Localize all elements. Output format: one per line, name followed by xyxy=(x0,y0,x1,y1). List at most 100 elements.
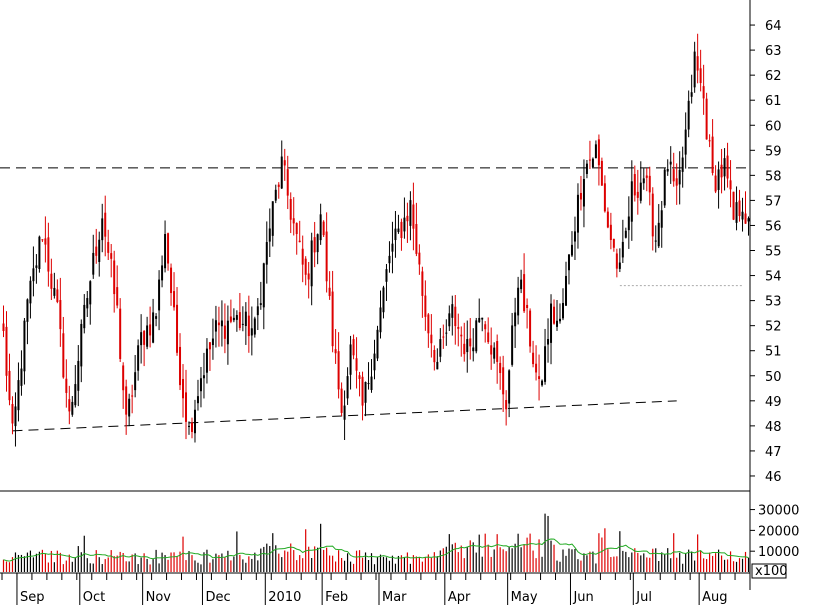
candle xyxy=(277,182,280,199)
candle-body xyxy=(361,376,364,406)
candle-body xyxy=(71,401,74,415)
candle xyxy=(600,157,603,186)
candle-body xyxy=(107,242,110,253)
candle-body xyxy=(505,400,508,410)
candle-body xyxy=(654,240,657,242)
candle-body xyxy=(286,169,289,196)
candle-body xyxy=(582,178,585,207)
candle-body xyxy=(738,200,741,217)
candle-body xyxy=(35,265,38,268)
candle xyxy=(379,290,382,339)
candle xyxy=(280,140,283,190)
candle-body xyxy=(193,409,196,434)
candle xyxy=(747,216,750,236)
candle-body xyxy=(211,338,214,346)
candle xyxy=(158,270,161,331)
candle xyxy=(657,204,660,249)
candle-body xyxy=(23,320,26,372)
candle xyxy=(418,244,421,275)
price-tick-label: 63 xyxy=(765,44,782,59)
candle xyxy=(529,308,532,353)
candle xyxy=(223,303,226,354)
candle xyxy=(170,263,173,306)
candle-body xyxy=(182,379,185,399)
candle-body xyxy=(217,322,220,326)
candle xyxy=(603,175,606,213)
candle xyxy=(38,235,41,273)
candle xyxy=(705,92,708,140)
volume-tick-label: 20000 xyxy=(758,524,799,539)
candle xyxy=(642,168,645,190)
candle-body xyxy=(77,360,80,391)
candle xyxy=(403,197,406,239)
price-tick-label: 50 xyxy=(765,370,782,385)
candle-body xyxy=(603,183,606,212)
candle-body xyxy=(636,191,639,198)
candle xyxy=(211,318,214,360)
candle xyxy=(185,369,188,440)
candle-body xyxy=(639,182,642,201)
candle xyxy=(367,362,370,390)
candle xyxy=(693,41,696,93)
candle xyxy=(487,317,490,344)
candle-body xyxy=(241,323,244,325)
candlestick-series xyxy=(2,33,750,447)
candle xyxy=(535,345,538,381)
candle xyxy=(301,235,304,283)
candle xyxy=(415,202,418,257)
candle xyxy=(92,234,95,279)
candle-body xyxy=(289,199,292,220)
candle-body xyxy=(418,252,421,265)
candle xyxy=(128,393,131,427)
candle-body xyxy=(711,136,714,173)
candle-body xyxy=(304,258,307,275)
candle-body xyxy=(152,312,155,343)
candle xyxy=(376,325,379,362)
candle xyxy=(562,288,564,321)
candle xyxy=(564,261,567,306)
candle xyxy=(98,231,101,277)
candle-body xyxy=(292,218,295,224)
candle xyxy=(250,306,253,356)
month-label: Jun xyxy=(572,590,593,605)
candle-body xyxy=(508,370,511,404)
candle xyxy=(247,295,250,353)
candle xyxy=(155,313,158,327)
candle-body xyxy=(331,291,334,347)
month-label: Nov xyxy=(146,590,172,605)
candle xyxy=(104,195,107,257)
candle-body xyxy=(526,304,529,309)
candle xyxy=(582,159,585,228)
candle-body xyxy=(220,320,223,327)
price-axis: 46 47 48 49 50 51 52 53 54 55 56 57 58 59 60 61 62 63 64 xyxy=(750,19,782,485)
candle xyxy=(576,183,579,249)
candle-body xyxy=(104,212,107,237)
candle-body xyxy=(262,263,265,308)
price-tick-label: 62 xyxy=(765,69,782,84)
candle xyxy=(2,305,5,338)
candle xyxy=(205,338,208,384)
volume-series xyxy=(2,513,750,572)
candle xyxy=(283,148,286,181)
candle-body xyxy=(140,332,143,346)
candle-body xyxy=(403,217,406,232)
candle-body xyxy=(394,228,397,241)
candle xyxy=(439,328,442,363)
candle-body xyxy=(645,175,648,178)
chart-frame xyxy=(0,0,751,590)
candle-body xyxy=(747,218,750,222)
candle-body xyxy=(481,317,484,320)
candle-body xyxy=(457,326,460,329)
candle-body xyxy=(65,378,68,393)
volume-tick-label: 10000 xyxy=(758,545,799,560)
candle xyxy=(630,160,633,241)
candle-body xyxy=(265,242,268,265)
price-tick-label: 61 xyxy=(765,94,782,109)
candle xyxy=(669,146,672,184)
candle-body xyxy=(427,314,430,334)
candle xyxy=(726,142,729,188)
candle-body xyxy=(562,302,564,319)
candle-body xyxy=(741,211,744,220)
candle-body xyxy=(38,236,41,270)
